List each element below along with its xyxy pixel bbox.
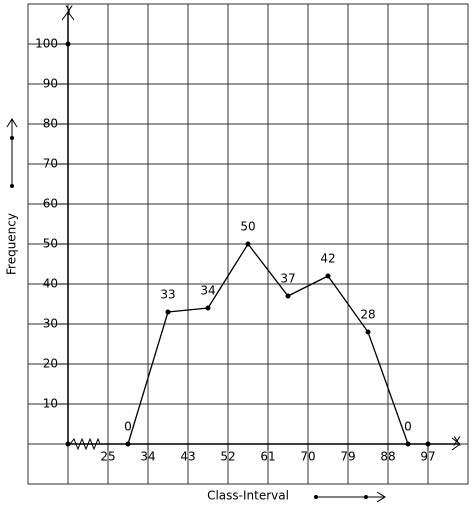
y-arrow — [61, 11, 75, 21]
y-tick-label: 90 — [43, 77, 58, 91]
data-label: 50 — [240, 220, 255, 234]
x-arrow — [451, 437, 461, 451]
x-tick-label: 97 — [420, 450, 435, 464]
point — [285, 293, 291, 299]
line — [127, 242, 409, 445]
axis-break — [69, 437, 101, 451]
data-label: 37 — [280, 272, 295, 286]
y-tick-label: 50 — [43, 237, 58, 251]
y-axis-name: Y — [64, 4, 73, 18]
data-label: 33 — [160, 288, 175, 302]
y-tick-label: 30 — [43, 317, 58, 331]
y-label-arrow — [6, 118, 18, 186]
x-tick-label: 52 — [220, 450, 235, 464]
arrow-dot — [10, 184, 14, 188]
x-tick-label: 70 — [300, 450, 315, 464]
x-tick-label: 25 — [100, 450, 115, 464]
x-tick-label: 43 — [180, 450, 195, 464]
point — [245, 241, 251, 247]
point — [325, 273, 331, 279]
point — [165, 309, 171, 315]
point — [125, 441, 131, 447]
point — [365, 329, 371, 335]
arrow-dot — [10, 136, 14, 140]
y-tick-label: 100 — [35, 37, 58, 51]
y-tick-label: 80 — [43, 117, 58, 131]
arrow-dot — [364, 495, 368, 499]
point — [205, 305, 211, 311]
x-tick-label: 79 — [340, 450, 355, 464]
x-tick-label: 61 — [260, 450, 275, 464]
x-axis-label: Class-Interval — [207, 489, 289, 503]
x-tick-label: 88 — [380, 450, 395, 464]
data-label: 28 — [360, 308, 375, 322]
x-label-arrow — [316, 491, 386, 503]
data-label: 34 — [200, 284, 215, 298]
y-tick-label: 40 — [43, 277, 58, 291]
y-tick-label: 70 — [43, 157, 58, 171]
data-label: 42 — [320, 252, 335, 266]
data-label: 0 — [124, 420, 132, 434]
y-tick-label: 20 — [43, 357, 58, 371]
arrow-dot — [314, 495, 318, 499]
y-tick-label: 60 — [43, 197, 58, 211]
x-axis-name: X — [453, 435, 461, 449]
x-tick-label: 34 — [140, 450, 155, 464]
origin-dot — [65, 441, 71, 447]
data-label: 0 — [404, 420, 412, 434]
y-axis-label: Frequency — [5, 213, 19, 275]
y-tick-label: 10 — [43, 397, 58, 411]
point — [405, 441, 411, 447]
